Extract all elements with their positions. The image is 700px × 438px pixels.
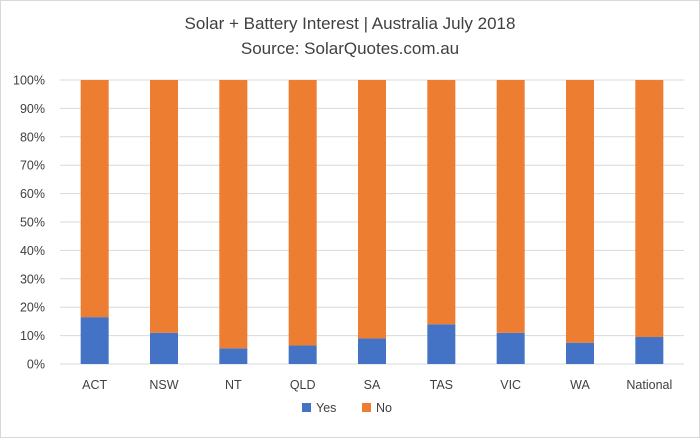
y-tick-label: 80% xyxy=(20,130,45,144)
bar-no-national xyxy=(635,80,664,338)
y-tick-label: 0% xyxy=(27,358,45,372)
legend-swatch-yes xyxy=(302,403,311,412)
bar-yes-act xyxy=(80,317,109,364)
bar-yes-tas xyxy=(427,324,456,364)
x-tick-label: ACT xyxy=(82,378,107,392)
bar-no-sa xyxy=(358,80,386,339)
bar-yes-sa xyxy=(358,338,386,364)
bar-no-act xyxy=(80,80,109,318)
bar-no-nsw xyxy=(150,80,178,333)
bar-no-qld xyxy=(288,80,317,346)
x-tick-label: VIC xyxy=(500,378,521,392)
x-axis: ACT NSW NT QLD SA TAS VIC WA National xyxy=(82,378,672,392)
y-tick-label: 10% xyxy=(20,329,45,343)
legend: Yes No xyxy=(302,401,392,415)
x-tick-label: QLD xyxy=(290,378,316,392)
legend-label-yes: Yes xyxy=(316,401,336,415)
bar-yes-qld xyxy=(288,345,317,364)
x-tick-label: WA xyxy=(570,378,590,392)
y-tick-label: 30% xyxy=(20,272,45,286)
chart-subtitle: Source: SolarQuotes.com.au xyxy=(241,39,459,58)
x-tick-label: SA xyxy=(364,378,381,392)
y-tick-label: 70% xyxy=(20,159,45,173)
legend-label-no: No xyxy=(376,401,392,415)
chart-title: Solar + Battery Interest | Australia Jul… xyxy=(185,14,516,33)
bar-no-vic xyxy=(496,80,525,333)
bar-no-tas xyxy=(427,80,456,325)
x-tick-label: TAS xyxy=(430,378,453,392)
bar-no-wa xyxy=(566,80,594,343)
y-tick-label: 50% xyxy=(20,216,45,230)
legend-swatch-no xyxy=(362,403,371,412)
y-tick-label: 100% xyxy=(13,74,45,88)
bars xyxy=(80,80,664,364)
x-tick-label: NT xyxy=(225,378,242,392)
y-tick-label: 20% xyxy=(20,301,45,315)
bar-no-nt xyxy=(219,80,248,349)
y-tick-label: 90% xyxy=(20,102,45,116)
bar-yes-nt xyxy=(219,348,248,364)
y-tick-label: 40% xyxy=(20,244,45,258)
x-tick-label: National xyxy=(626,378,672,392)
y-axis: 0% 10% 20% 30% 40% 50% 60% 70% 80% 90% 100% xyxy=(13,74,45,372)
bar-yes-wa xyxy=(566,342,594,364)
bar-yes-vic xyxy=(496,332,525,364)
y-tick-label: 60% xyxy=(20,187,45,201)
x-tick-label: NSW xyxy=(149,378,178,392)
bar-yes-nsw xyxy=(150,332,178,364)
bar-yes-national xyxy=(635,337,664,364)
